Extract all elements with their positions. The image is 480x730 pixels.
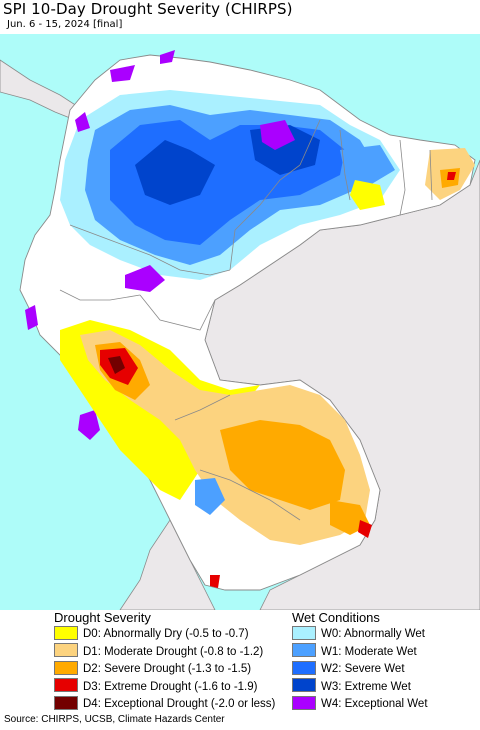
- drought-label: D2: Severe Drought (-1.3 to -1.5): [83, 663, 252, 675]
- drought-label: D1: Moderate Drought (-0.8 to -1.2): [83, 645, 264, 658]
- wet-areas: [25, 50, 400, 440]
- title-band: [0, 0, 480, 34]
- dry-areas-east: [350, 148, 475, 210]
- wet-legend-item: W2: Severe Wet: [292, 660, 428, 679]
- wet-label: W1: Moderate Wet: [321, 645, 417, 658]
- legend-wet-heading: Wet Conditions: [292, 610, 380, 625]
- map-title: SPI 10-Day Drought Severity (CHIRPS): [3, 0, 293, 18]
- wet-legend-item: W1: Moderate Wet: [292, 643, 428, 662]
- wet-legend-item: W4: Exceptional Wet: [292, 695, 428, 714]
- drought-swatch: [54, 695, 78, 710]
- wet-swatch: [292, 660, 316, 675]
- wet-label: W4: Exceptional Wet: [321, 698, 428, 710]
- legend-drought-list: D0: Abnormally Dry (-0.5 to -0.7) D1: Mod…: [54, 625, 276, 714]
- drought-legend-item: D2: Severe Drought (-1.3 to -1.5): [54, 660, 275, 679]
- drought-label: D4: Exceptional Drought (-2.0 or less): [83, 698, 276, 710]
- legend: Drought Severity D0: Abnormally Dry (-0.…: [0, 610, 480, 710]
- wet-label: W2: Severe Wet: [321, 663, 405, 675]
- map-subtitle: Jun. 6 - 15, 2024 [final]: [7, 19, 123, 30]
- legend-drought: Drought Severity D0: Abnormally Dry (-0.…: [54, 610, 275, 714]
- legend-wet: Wet Conditions W0: Abnormally Wet W1: Mod…: [292, 610, 428, 714]
- dry-areas-south: [60, 320, 372, 588]
- drought-legend-item: D0: Abnormally Dry (-0.5 to -0.7): [54, 625, 275, 644]
- drought-label: D0: Abnormally Dry (-0.5 to -0.7): [83, 628, 249, 640]
- wet-swatch: [292, 695, 316, 710]
- drought-swatch: [54, 625, 78, 640]
- wet-swatch: [292, 625, 316, 640]
- legend-wet-list: W0: Abnormally Wet W1: Moderate Wet W2: Se…: [292, 625, 428, 714]
- drought-legend-item: D4: Exceptional Drought (-2.0 or less): [54, 695, 276, 714]
- drought-swatch: [54, 660, 78, 675]
- drought-legend-item: D3: Extreme Drought (-1.6 to -1.9): [54, 678, 275, 697]
- wet-swatch: [292, 678, 316, 693]
- wet-label: W3: Extreme Wet: [321, 680, 411, 693]
- wet-legend-item: W3: Extreme Wet: [292, 678, 428, 697]
- drought-swatch: [54, 643, 78, 658]
- map-canvas: [0, 0, 480, 610]
- source-note: Source: CHIRPS, UCSB, Climate Hazards Ce…: [4, 714, 225, 725]
- wet-legend-item: W0: Abnormally Wet: [292, 625, 428, 644]
- wet-swatch: [292, 643, 316, 658]
- drought-legend-item: D1: Moderate Drought (-0.8 to -1.2): [54, 643, 275, 662]
- drought-map: SPI 10-Day Drought Severity (CHIRPS) Jun…: [0, 0, 480, 610]
- legend-drought-heading: Drought Severity: [54, 610, 151, 625]
- wet-label: W0: Abnormally Wet: [321, 628, 425, 640]
- drought-label: D3: Extreme Drought (-1.6 to -1.9): [83, 680, 258, 693]
- country-borders: [59, 119, 433, 521]
- drought-swatch: [54, 678, 78, 693]
